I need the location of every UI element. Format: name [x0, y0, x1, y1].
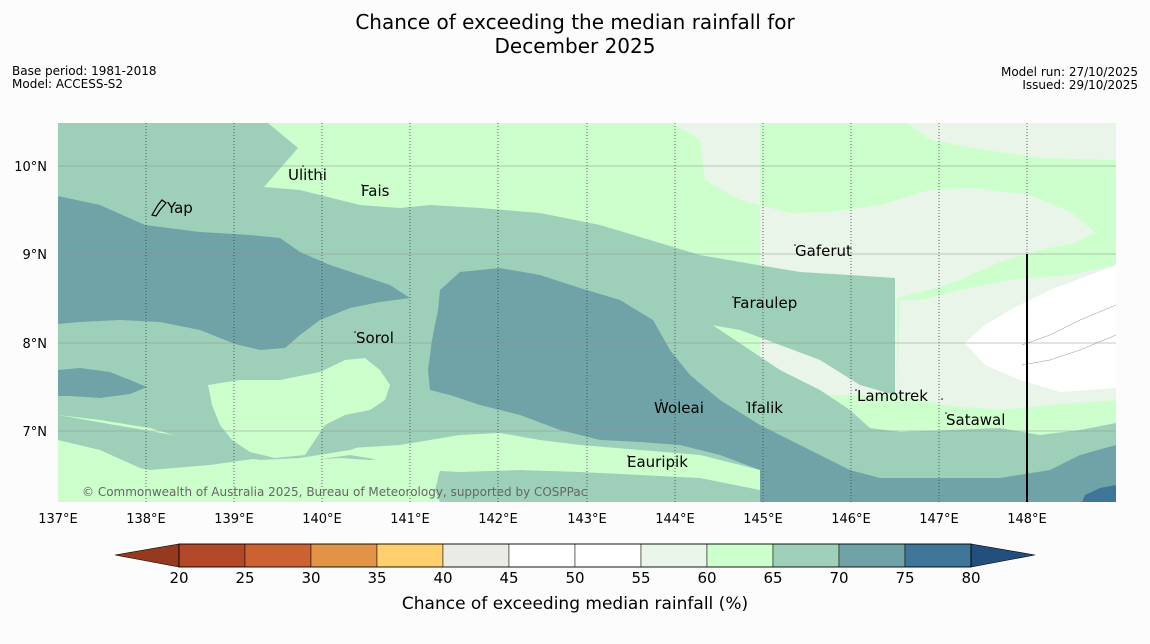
lon-label: 141°E	[390, 512, 430, 527]
colorbar-tick-label: 20	[169, 569, 188, 587]
colorbar-cell	[376, 543, 444, 568]
region-70-75-central	[428, 268, 1116, 502]
lon-label: 142°E	[478, 512, 518, 527]
colorbar-cell	[442, 543, 510, 568]
place-satawal: Satawal	[946, 411, 1005, 429]
place-fais: Fais	[361, 182, 390, 200]
lon-label: 137°E	[38, 512, 78, 527]
place-ulithi: Ulithi	[288, 166, 327, 184]
lon-label: 148°E	[1007, 512, 1047, 527]
region-60-65-west-blob	[208, 358, 390, 458]
colorbar-label: Chance of exceeding median rainfall (%)	[401, 594, 749, 614]
colorbar: 20 25 30 35 40 45 50 55 60 65 70 75 80	[114, 543, 1036, 587]
lat-label: 7°N	[23, 425, 48, 440]
colorbar-tick-label: 35	[367, 569, 386, 587]
colorbar-tick-label: 30	[301, 569, 320, 587]
colorbar-cell	[772, 543, 840, 568]
colorbar-tick-label: 75	[895, 569, 914, 587]
colorbar-tick-label: 40	[433, 569, 452, 587]
place-markers	[302, 165, 947, 457]
colorbar-cell	[838, 543, 906, 568]
colorbar-tick-label: 65	[763, 569, 782, 587]
place-lamotrek: Lamotrek	[857, 387, 928, 405]
colorbar-cells	[178, 543, 972, 568]
place-sorol: Sorol	[356, 329, 394, 347]
lat-label: 8°N	[23, 337, 48, 352]
lon-label: 140°E	[302, 512, 342, 527]
colorbar-ticks: 20 25 30 35 40 45 50 55 60 65 70 75 80	[169, 569, 980, 587]
map-title-line2: December 2025	[494, 34, 656, 58]
colorbar-cell	[310, 543, 378, 568]
colorbar-cell	[244, 543, 312, 568]
region-60-65-south	[58, 440, 440, 502]
place-woleai: Woleai	[654, 399, 704, 417]
lon-label: 146°E	[831, 512, 871, 527]
colorbar-tick-label: 60	[697, 569, 716, 587]
lat-tick-labels: 10°N 9°N 8°N 7°N	[14, 160, 47, 440]
lon-tick-labels: 137°E 138°E 139°E 140°E 141°E 142°E 143°…	[38, 512, 1047, 527]
lon-label: 139°E	[214, 512, 254, 527]
place-yap: Yap	[166, 199, 193, 217]
region-75-80-southeast	[1082, 485, 1116, 502]
lat-label: 9°N	[23, 248, 48, 263]
yap-island-icon	[151, 199, 167, 217]
lon-label: 143°E	[567, 512, 607, 527]
colorbar-cell	[508, 543, 576, 568]
place-gaferut: Gaferut	[795, 242, 852, 260]
meta-left: Base period: 1981-2018 Model: ACCESS-S2	[12, 65, 157, 91]
colorbar-tick-label: 25	[235, 569, 254, 587]
place-ifalik: Ifalik	[747, 399, 783, 417]
model-run: Model run: 27/10/2025	[1000, 65, 1138, 79]
map-title-line1: Chance of exceeding the median rainfall …	[355, 10, 795, 34]
colorbar-cell	[574, 543, 642, 568]
lat-label: 10°N	[14, 160, 47, 175]
colorbar-cell	[904, 543, 972, 568]
colorbar-cell	[178, 543, 246, 568]
issued-date: Issued: 29/10/2025	[1022, 78, 1138, 92]
colorbar-extend-low	[114, 543, 180, 568]
lon-label: 147°E	[919, 512, 959, 527]
colorbar-tick-label: 45	[499, 569, 518, 587]
region-45-55-east	[965, 265, 1116, 392]
lon-label: 144°E	[655, 512, 695, 527]
colorbar-tick-label: 80	[961, 569, 980, 587]
lon-label: 145°E	[743, 512, 783, 527]
rainfall-map: Ulithi Fais Yap Gaferut Faraulep Sorol L…	[58, 123, 1116, 502]
place-faraulep: Faraulep	[733, 294, 797, 312]
colorbar-tick-label: 55	[631, 569, 650, 587]
lon-label: 138°E	[126, 512, 166, 527]
copyright-text: © Commonwealth of Australia 2025, Bureau…	[82, 485, 587, 499]
region-70-75-west-small	[58, 368, 147, 398]
colorbar-tick-label: 50	[565, 569, 584, 587]
colorbar-cell	[640, 543, 708, 568]
model-name: Model: ACCESS-S2	[12, 77, 124, 91]
colorbar-tick-label: 70	[829, 569, 848, 587]
meta-right: Model run: 27/10/2025 Issued: 29/10/2025	[1001, 66, 1138, 92]
lon-gridlines	[145, 123, 1028, 502]
colorbar-extend-high	[970, 543, 1036, 568]
base-period: Base period: 1981-2018	[12, 64, 157, 78]
place-eauripik: Eauripik	[627, 453, 688, 471]
colorbar-cell	[706, 543, 774, 568]
